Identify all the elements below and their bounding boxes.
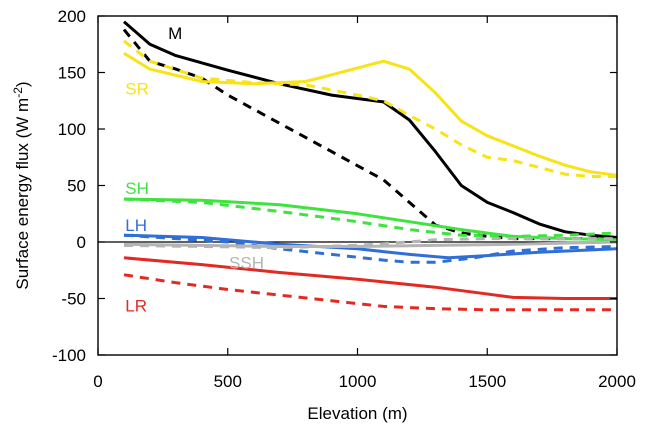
series-layer [122,20,618,312]
y-tick-label: 100 [58,120,86,139]
y-tick-label: 0 [77,233,86,252]
x-tick-label: 500 [214,372,242,391]
series-line-lr-solid [123,256,617,300]
x-axis-title: Elevation (m) [307,404,407,423]
series-label-lr: LR [125,296,147,315]
series-label-m: M [168,24,182,43]
series-line-sr-dashed [123,39,617,178]
x-tick-label: 1000 [339,372,377,391]
series-label-sh: SH [125,179,149,198]
x-tick-label: 0 [93,372,102,391]
series-line-m-solid [123,20,618,239]
y-axis-title-sup: -2 [11,87,25,98]
y-tick-label: 150 [58,64,86,83]
series-label-ssh: SSH [229,253,264,272]
x-tick-label: 2000 [598,372,636,391]
y-axis-title: Surface energy flux (W m-2) [11,81,32,289]
series-line-sh-solid [123,197,618,242]
series-line-lr-dashed [123,273,617,312]
y-tick-label: -100 [52,346,86,365]
y-axis-title-close: ) [13,81,32,87]
series-label-sr: SR [125,79,149,98]
y-tick-label: 200 [58,7,86,26]
series-line-lh-dashed [123,233,618,264]
ticks-layer: 0 500 1000 1500 2000 -100 -50 0 50 100 150 200 [52,7,636,391]
series-line-ssh-solid [123,240,618,248]
y-tick-label: 50 [67,177,86,196]
series-line-lh-solid [123,233,618,260]
y-axis-title-main: Surface energy flux (W m [13,98,32,290]
x-tick-label: 1500 [468,372,506,391]
y-tick-label: -50 [61,290,86,309]
series-labels-layer: M SR SH LH SSH LR [125,24,264,315]
series-line-sh-dashed [123,197,618,238]
series-label-lh: LH [125,216,147,235]
series-line-ssh-dashed [123,237,617,250]
series-line-sr-solid [123,52,618,177]
